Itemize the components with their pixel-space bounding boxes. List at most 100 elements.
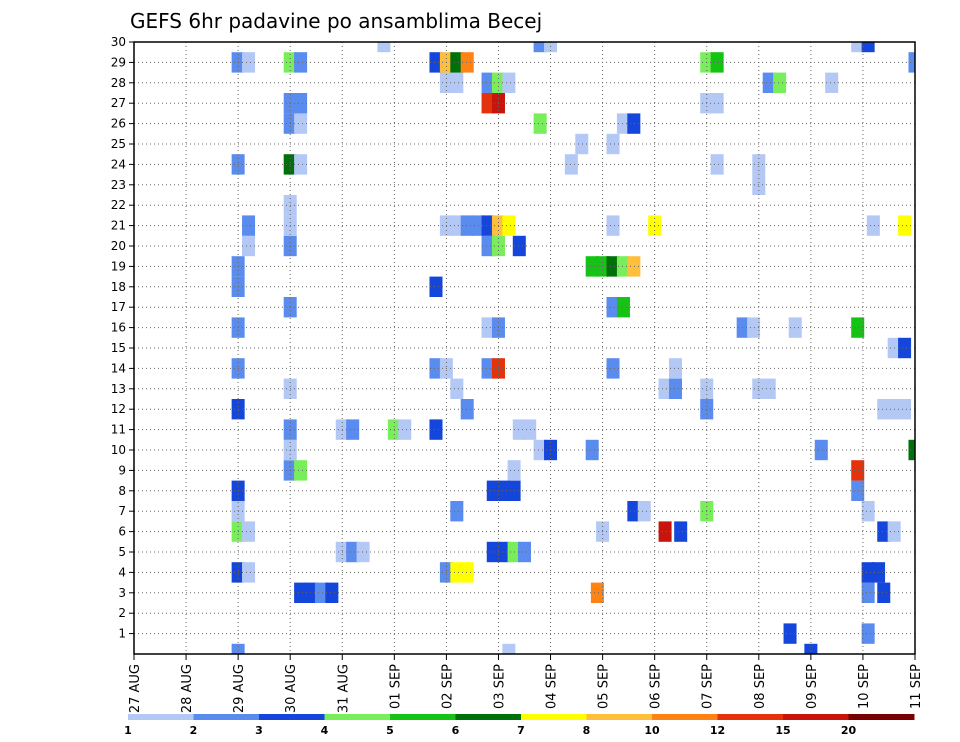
heatmap-cell <box>898 399 912 420</box>
heatmap-cell <box>585 439 599 461</box>
heatmap-cell <box>471 215 485 236</box>
colorbar-segment <box>390 714 456 720</box>
y-tick-label: 5 <box>118 545 126 559</box>
heatmap-cell <box>314 582 328 603</box>
x-tick-label: 30 AUG <box>284 664 299 713</box>
heatmap-cell <box>877 521 891 542</box>
colorbar-segment <box>783 714 849 720</box>
x-tick-label: 05 SEP <box>597 664 612 709</box>
heatmap-cell <box>502 643 516 654</box>
heatmap-cell <box>851 460 865 481</box>
heatmap-cell <box>861 623 875 644</box>
heatmap-cell <box>460 562 474 583</box>
colorbar-tick-label: 20 <box>841 724 857 737</box>
heatmap-cell <box>481 72 495 93</box>
heatmap-cell <box>242 562 256 583</box>
heatmap-cell <box>606 297 620 318</box>
heatmap-cell <box>533 42 547 53</box>
colorbar-segment <box>717 714 784 720</box>
heatmap-cell <box>294 113 308 134</box>
heatmap-cell <box>616 256 630 277</box>
heatmap-cell <box>908 439 915 461</box>
heatmap-cell <box>398 419 412 440</box>
heatmap-cell <box>606 133 620 155</box>
heatmap-cell <box>544 42 558 53</box>
heatmap-cell <box>304 582 318 603</box>
heatmap-cell <box>481 215 495 236</box>
heatmap-cell <box>606 358 620 379</box>
x-tick-label: 28 AUG <box>180 664 195 713</box>
y-tick-label: 2 <box>118 606 126 620</box>
heatmap-cell <box>294 460 308 481</box>
heatmap-cell <box>450 72 464 93</box>
heatmap-cell <box>460 399 474 420</box>
heatmap-cell <box>861 501 875 522</box>
y-tick-label: 30 <box>111 35 126 49</box>
x-tick-label: 29 AUG <box>232 664 247 713</box>
heatmap-cell <box>450 501 464 522</box>
heatmap-cell <box>877 582 891 603</box>
colorbar-tick-label: 12 <box>710 724 725 737</box>
heatmap-cell <box>674 521 688 542</box>
heatmap-cell <box>502 72 516 93</box>
y-tick-label: 7 <box>118 504 126 518</box>
heatmap-cell <box>606 256 620 277</box>
colorbar-segment <box>652 714 718 720</box>
heatmap-cell <box>242 215 256 236</box>
heatmap-cell <box>762 378 776 399</box>
y-tick-label: 12 <box>111 402 126 416</box>
heatmap-cell <box>668 378 683 399</box>
colorbar-tick-label: 2 <box>190 724 198 737</box>
heatmap-cell <box>450 378 464 399</box>
colorbar-tick-label: 5 <box>386 724 394 737</box>
x-tick-label: 09 SEP <box>805 664 820 709</box>
colorbar-segment <box>259 714 325 720</box>
colorbar-segment <box>128 714 194 720</box>
x-tick-label: 27 AUG <box>128 664 143 713</box>
heatmap-cell <box>606 215 620 236</box>
heatmap-cell <box>242 235 256 257</box>
heatmap-cell <box>429 276 443 297</box>
heatmap-cell <box>851 42 865 53</box>
heatmap-cell <box>481 235 495 257</box>
y-tick-label: 16 <box>111 321 126 335</box>
heatmap-cell <box>585 256 599 277</box>
heatmap-cell <box>486 541 500 563</box>
colorbar-tick-label: 7 <box>517 724 525 737</box>
heatmap-cell <box>231 643 245 654</box>
heatmap-cell <box>851 480 865 501</box>
x-tick-label: 01 SEP <box>388 664 403 709</box>
heatmap-cell <box>861 582 875 603</box>
y-tick-label: 3 <box>118 586 126 600</box>
y-tick-label: 6 <box>118 525 126 539</box>
heatmap-cell <box>908 52 915 73</box>
y-tick-label: 27 <box>111 96 126 110</box>
heatmap-cell <box>575 133 589 155</box>
y-tick-label: 14 <box>111 361 126 375</box>
heatmap-cell <box>851 317 865 338</box>
heatmap-cell <box>429 52 443 73</box>
heatmap-cell <box>814 439 828 461</box>
y-tick-label: 26 <box>111 117 126 131</box>
y-tick-label: 19 <box>111 259 126 273</box>
heatmap-cell <box>294 52 308 73</box>
y-tick-label: 15 <box>111 341 126 355</box>
heatmap-cell <box>747 317 761 338</box>
heatmap-cell <box>590 582 604 603</box>
heatmap-cell <box>627 113 641 134</box>
heatmap-cell <box>512 419 526 440</box>
heatmap-cell <box>497 480 511 501</box>
heatmap-cell <box>346 419 360 440</box>
heatmap-cell <box>866 215 880 236</box>
heatmap-cell <box>710 154 724 175</box>
heatmap-cell <box>658 378 672 399</box>
heatmap-cell <box>898 215 912 236</box>
heatmap-cell <box>242 52 256 73</box>
heatmap-cell <box>658 521 672 542</box>
heatmap-cell <box>294 154 308 175</box>
colorbar-tick-label: 6 <box>452 724 460 737</box>
heatmap-cell <box>460 215 474 236</box>
y-tick-label: 18 <box>111 280 126 294</box>
y-tick-label: 24 <box>111 157 126 171</box>
heatmap-cell <box>356 541 370 563</box>
